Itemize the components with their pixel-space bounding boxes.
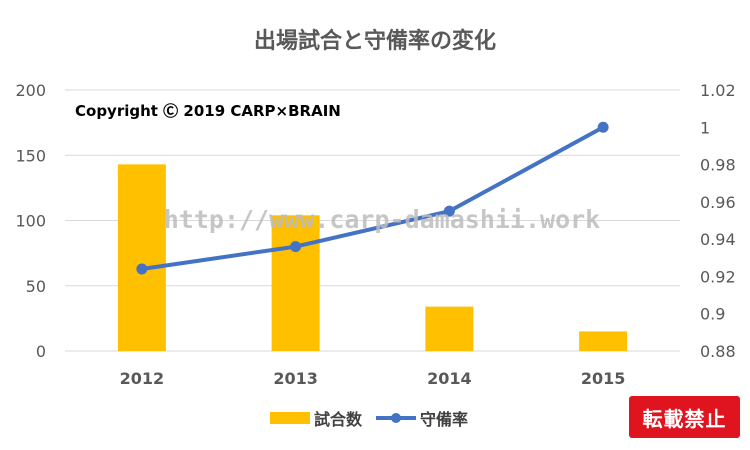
- left-tick-label: 150: [15, 146, 46, 165]
- left-tick-label: 0: [36, 342, 46, 361]
- legend-label-line: 守備率: [420, 410, 468, 429]
- line-point: [136, 263, 148, 275]
- legend-label-bar: 試合数: [314, 410, 363, 429]
- line-point: [290, 241, 302, 253]
- series-line: [141, 125, 605, 271]
- no-reprint-badge: 転載禁止: [629, 396, 740, 438]
- x-tick-label: 2012: [120, 369, 165, 388]
- x-axis: 2012 2013 2014 2015: [120, 369, 626, 388]
- line-point: [597, 121, 609, 133]
- x-tick-label: 2015: [581, 369, 626, 388]
- right-tick-label: 0.96: [700, 193, 736, 212]
- right-tick-label: 0.9: [700, 305, 725, 324]
- copyright-text: Copyright Ⓒ 2019 CARP×BRAIN: [75, 102, 341, 120]
- bar: [117, 164, 166, 351]
- left-axis: 0 50 100 150 200: [15, 81, 46, 361]
- left-tick-label: 200: [15, 81, 46, 100]
- legend: 試合数 守備率: [270, 410, 468, 429]
- x-tick-label: 2013: [273, 369, 318, 388]
- line-point: [443, 205, 455, 217]
- right-axis: 0.88 0.9 0.92 0.94 0.96 0.98 1 1.02: [700, 81, 736, 361]
- bar-series: [117, 164, 628, 351]
- right-tick-label: 1.02: [700, 81, 736, 100]
- legend-swatch-marker: [391, 413, 401, 423]
- gridlines: [65, 89, 680, 352]
- bar: [271, 215, 320, 351]
- chart-title: 出場試合と守備率の変化: [254, 28, 496, 54]
- right-tick-label: 0.94: [700, 230, 736, 249]
- legend-swatch-bar: [270, 412, 310, 424]
- right-tick-label: 0.92: [700, 267, 736, 286]
- right-tick-label: 0.88: [700, 342, 736, 361]
- left-tick-label: 100: [15, 212, 46, 231]
- line-series: [136, 121, 609, 275]
- x-tick-label: 2014: [427, 369, 472, 388]
- bar: [579, 331, 628, 351]
- watermark-text: http://www.carp-damashii.work: [164, 205, 601, 234]
- bar: [425, 306, 474, 351]
- right-tick-label: 0.98: [700, 156, 736, 175]
- left-tick-label: 50: [26, 277, 46, 296]
- right-tick-label: 1: [700, 118, 710, 137]
